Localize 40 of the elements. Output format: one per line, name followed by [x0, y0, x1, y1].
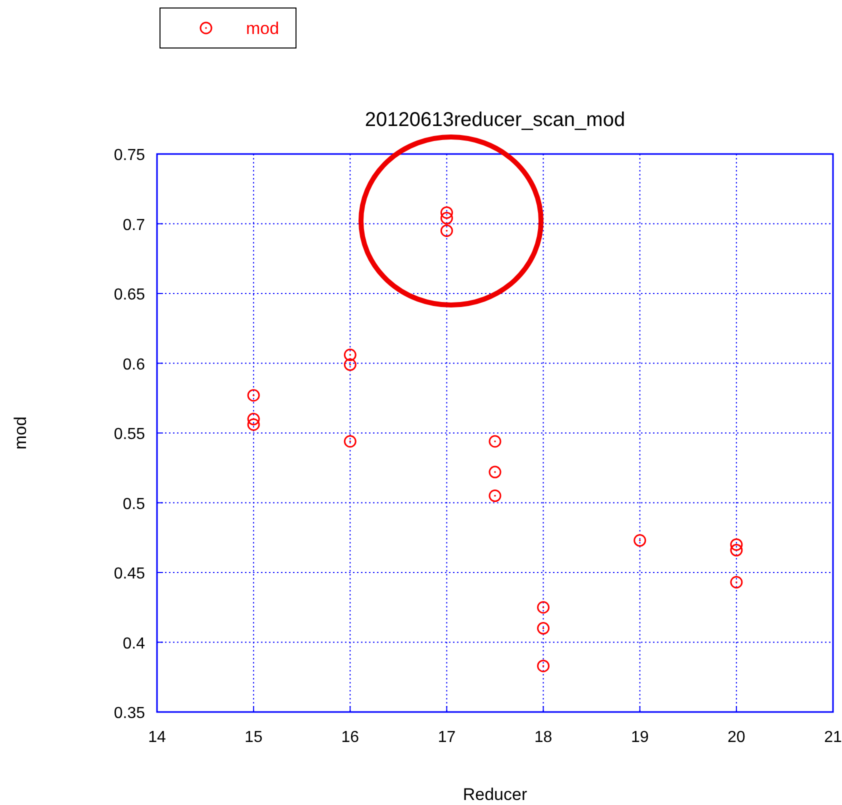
point	[344, 348, 356, 362]
chart-title: 20120613reducer_scan_mod	[364, 109, 626, 131]
y-tick-label: 0.7	[122, 216, 146, 234]
point	[344, 435, 356, 448]
point	[537, 660, 550, 672]
point	[247, 412, 260, 426]
y-axis-title: mod	[11, 416, 30, 450]
point	[634, 534, 646, 547]
y-tick-label: 0.6	[122, 356, 146, 374]
legend-label: mod	[246, 19, 280, 38]
point	[247, 389, 260, 402]
x-tick-label: 15	[244, 729, 263, 746]
point	[730, 544, 743, 556]
y-tick-label: 0.55	[114, 426, 146, 443]
y-tick-label: 0.65	[114, 286, 146, 304]
point	[344, 358, 356, 371]
x-tick-label: 17	[438, 729, 456, 746]
x-tick-label: 20	[728, 729, 746, 746]
x-tick-label: 16	[341, 729, 360, 746]
point	[440, 206, 453, 219]
point	[440, 224, 453, 237]
y-tick-label: 0.5	[122, 496, 146, 513]
x-tick-label: 21	[824, 729, 842, 746]
point	[730, 576, 743, 589]
point	[440, 212, 453, 224]
x-tick-label: 19	[630, 729, 649, 746]
point	[488, 490, 502, 502]
y-tick-label: 0.4	[122, 635, 146, 652]
y-tick-label: 0.35	[114, 705, 146, 722]
point	[730, 538, 743, 551]
point	[537, 622, 550, 635]
point	[537, 601, 550, 614]
x-axis-title: Reducer	[462, 785, 528, 804]
y-tick-label: 0.45	[114, 566, 146, 582]
y-tick-label: 0.75	[114, 147, 146, 164]
point	[247, 418, 260, 431]
point	[488, 466, 502, 478]
x-tick-label: 14	[148, 729, 166, 746]
point	[488, 435, 502, 448]
x-tick-label: 18	[534, 729, 552, 746]
